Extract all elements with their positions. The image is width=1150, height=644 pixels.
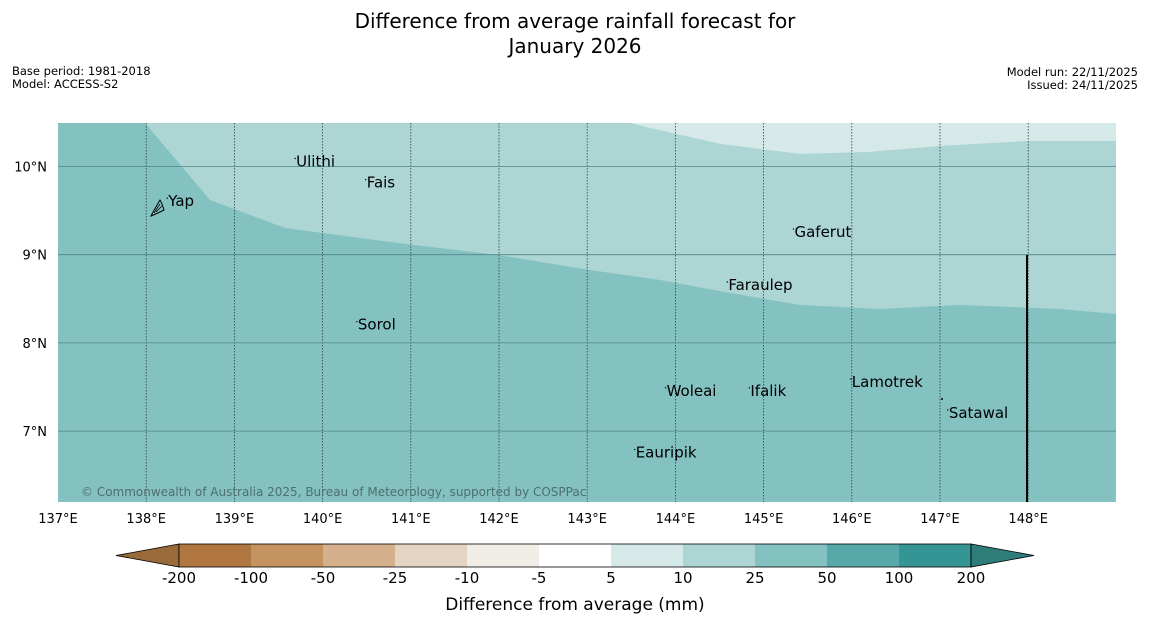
lon-tick-label: 144°E [656,512,696,527]
place-label-satawal: Satawal [949,404,1008,422]
model-run: Model run: 22/11/2025 [1006,65,1138,79]
colorbar-swatch [467,544,539,567]
colorbar-tick-label: -5 [532,569,547,587]
title-line-2: January 2026 [508,34,642,58]
colorbar: -200 -100 -50 -25 -10 -5 5 10 25 50 100 200 [115,543,1035,587]
colorbar-swatch [395,544,467,567]
place-label-ulithi: Ulithi [296,153,335,171]
colorbar-outline [178,543,972,568]
lon-tick-label: 140°E [303,512,343,527]
colorbar-tick-label: -10 [455,569,480,587]
place-label-ifalik: Ifalik [750,382,786,400]
base-period: Base period: 1981-2018 [12,64,151,78]
lon-tick-label: 142°E [479,512,519,527]
lat-tick-label: 9°N [23,249,48,264]
gridlines [58,123,1116,502]
colorbar-swatch [323,544,395,567]
lat-tick-label: 8°N [23,337,48,352]
model-name: Model: ACCESS-S2 [12,77,119,91]
colorbar-under-arrow [115,543,180,568]
colorbar-over-arrow [970,543,1035,568]
place-label-faraulep: Faraulep [728,276,792,294]
place-label-sorol: Sorol [358,316,396,334]
lon-tick-label: 147°E [920,512,960,527]
region-10-25mm [630,123,1116,154]
lat-tick-label: 7°N [23,425,48,440]
island-marker [726,281,729,283]
colorbar-tick-label: 200 [957,569,986,587]
place-label-lamotrek: Lamotrek [852,373,923,391]
lon-tick-label: 137°E [38,512,78,527]
island-marker [792,228,795,230]
island-marker [748,387,751,389]
place-label-eauripik: Eauripik [636,444,697,462]
copyright-credit: © Commonwealth of Australia 2025, Bureau… [81,485,586,499]
lon-tick-label: 146°E [832,512,872,527]
lon-tick-label: 141°E [391,512,431,527]
colorbar-swatch [827,544,899,567]
colorbar-swatch [611,544,683,567]
island-marker [947,409,949,411]
issued-date: Issued: 24/11/2025 [1027,78,1138,92]
colorbar-title: Difference from average (mm) [445,595,704,615]
chart-title: Difference from average rainfall forecas… [0,9,1150,59]
lat-tick-label: 10°N [14,161,47,176]
colorbar-tick-label: 5 [606,569,616,587]
latitude-axis: 10°N 9°N 8°N 7°N [14,161,47,441]
colorbar-swatch [755,544,827,567]
island-marker [634,448,636,451]
lon-tick-label: 139°E [215,512,255,527]
island-marker [294,157,296,160]
place-labels: Yap Ulithi Fais Gaferut Faraulep Sorol Woleai I… [166,153,1008,462]
island-marker [365,178,367,181]
colorbar-swatch [683,544,755,567]
colorbar-tick-label: 10 [673,569,692,587]
colorbar-tick-label: -200 [162,569,196,587]
colorbar-swatch [539,544,611,567]
place-label-woleai: Woleai [667,382,717,400]
island-marker [664,387,667,389]
place-label-yap: Yap [167,192,194,210]
yap-island-outline [149,199,165,217]
colorbar-tick-label: 50 [817,569,836,587]
meta-right: Model run: 22/11/2025 Issued: 24/11/2025 [1007,66,1138,92]
colorbar-tick-label: -25 [383,569,408,587]
lon-tick-label: 148°E [1008,512,1048,527]
colorbar-swatch [899,544,971,567]
longitude-axis: 137°E 138°E 139°E 140°E 141°E 142°E 143°E 144°E… [38,512,1048,527]
island-marker [166,197,168,199]
lon-tick-label: 143°E [567,512,607,527]
island-marker [356,320,358,323]
island-marker [850,378,852,380]
colorbar-swatch [251,544,323,567]
colorbar-tick-label: 100 [885,569,914,587]
region-25-50mm [145,123,1116,314]
colorbar-tick-label: -100 [234,569,268,587]
colorbar-tick-label: -50 [311,569,336,587]
lon-tick-label: 145°E [744,512,784,527]
colorbar-swatch [179,544,251,567]
meta-left: Base period: 1981-2018 Model: ACCESS-S2 [12,65,151,91]
colorbar-tick-label: 25 [745,569,764,587]
map-panel: Yap Ulithi Fais Gaferut Faraulep Sorol Woleai I… [58,123,1116,502]
place-label-fais: Fais [367,174,396,192]
title-line-1: Difference from average rainfall forecas… [354,9,796,33]
lon-tick-label: 138°E [126,512,166,527]
place-label-gaferut: Gaferut [794,223,851,241]
island-marker [941,398,943,400]
